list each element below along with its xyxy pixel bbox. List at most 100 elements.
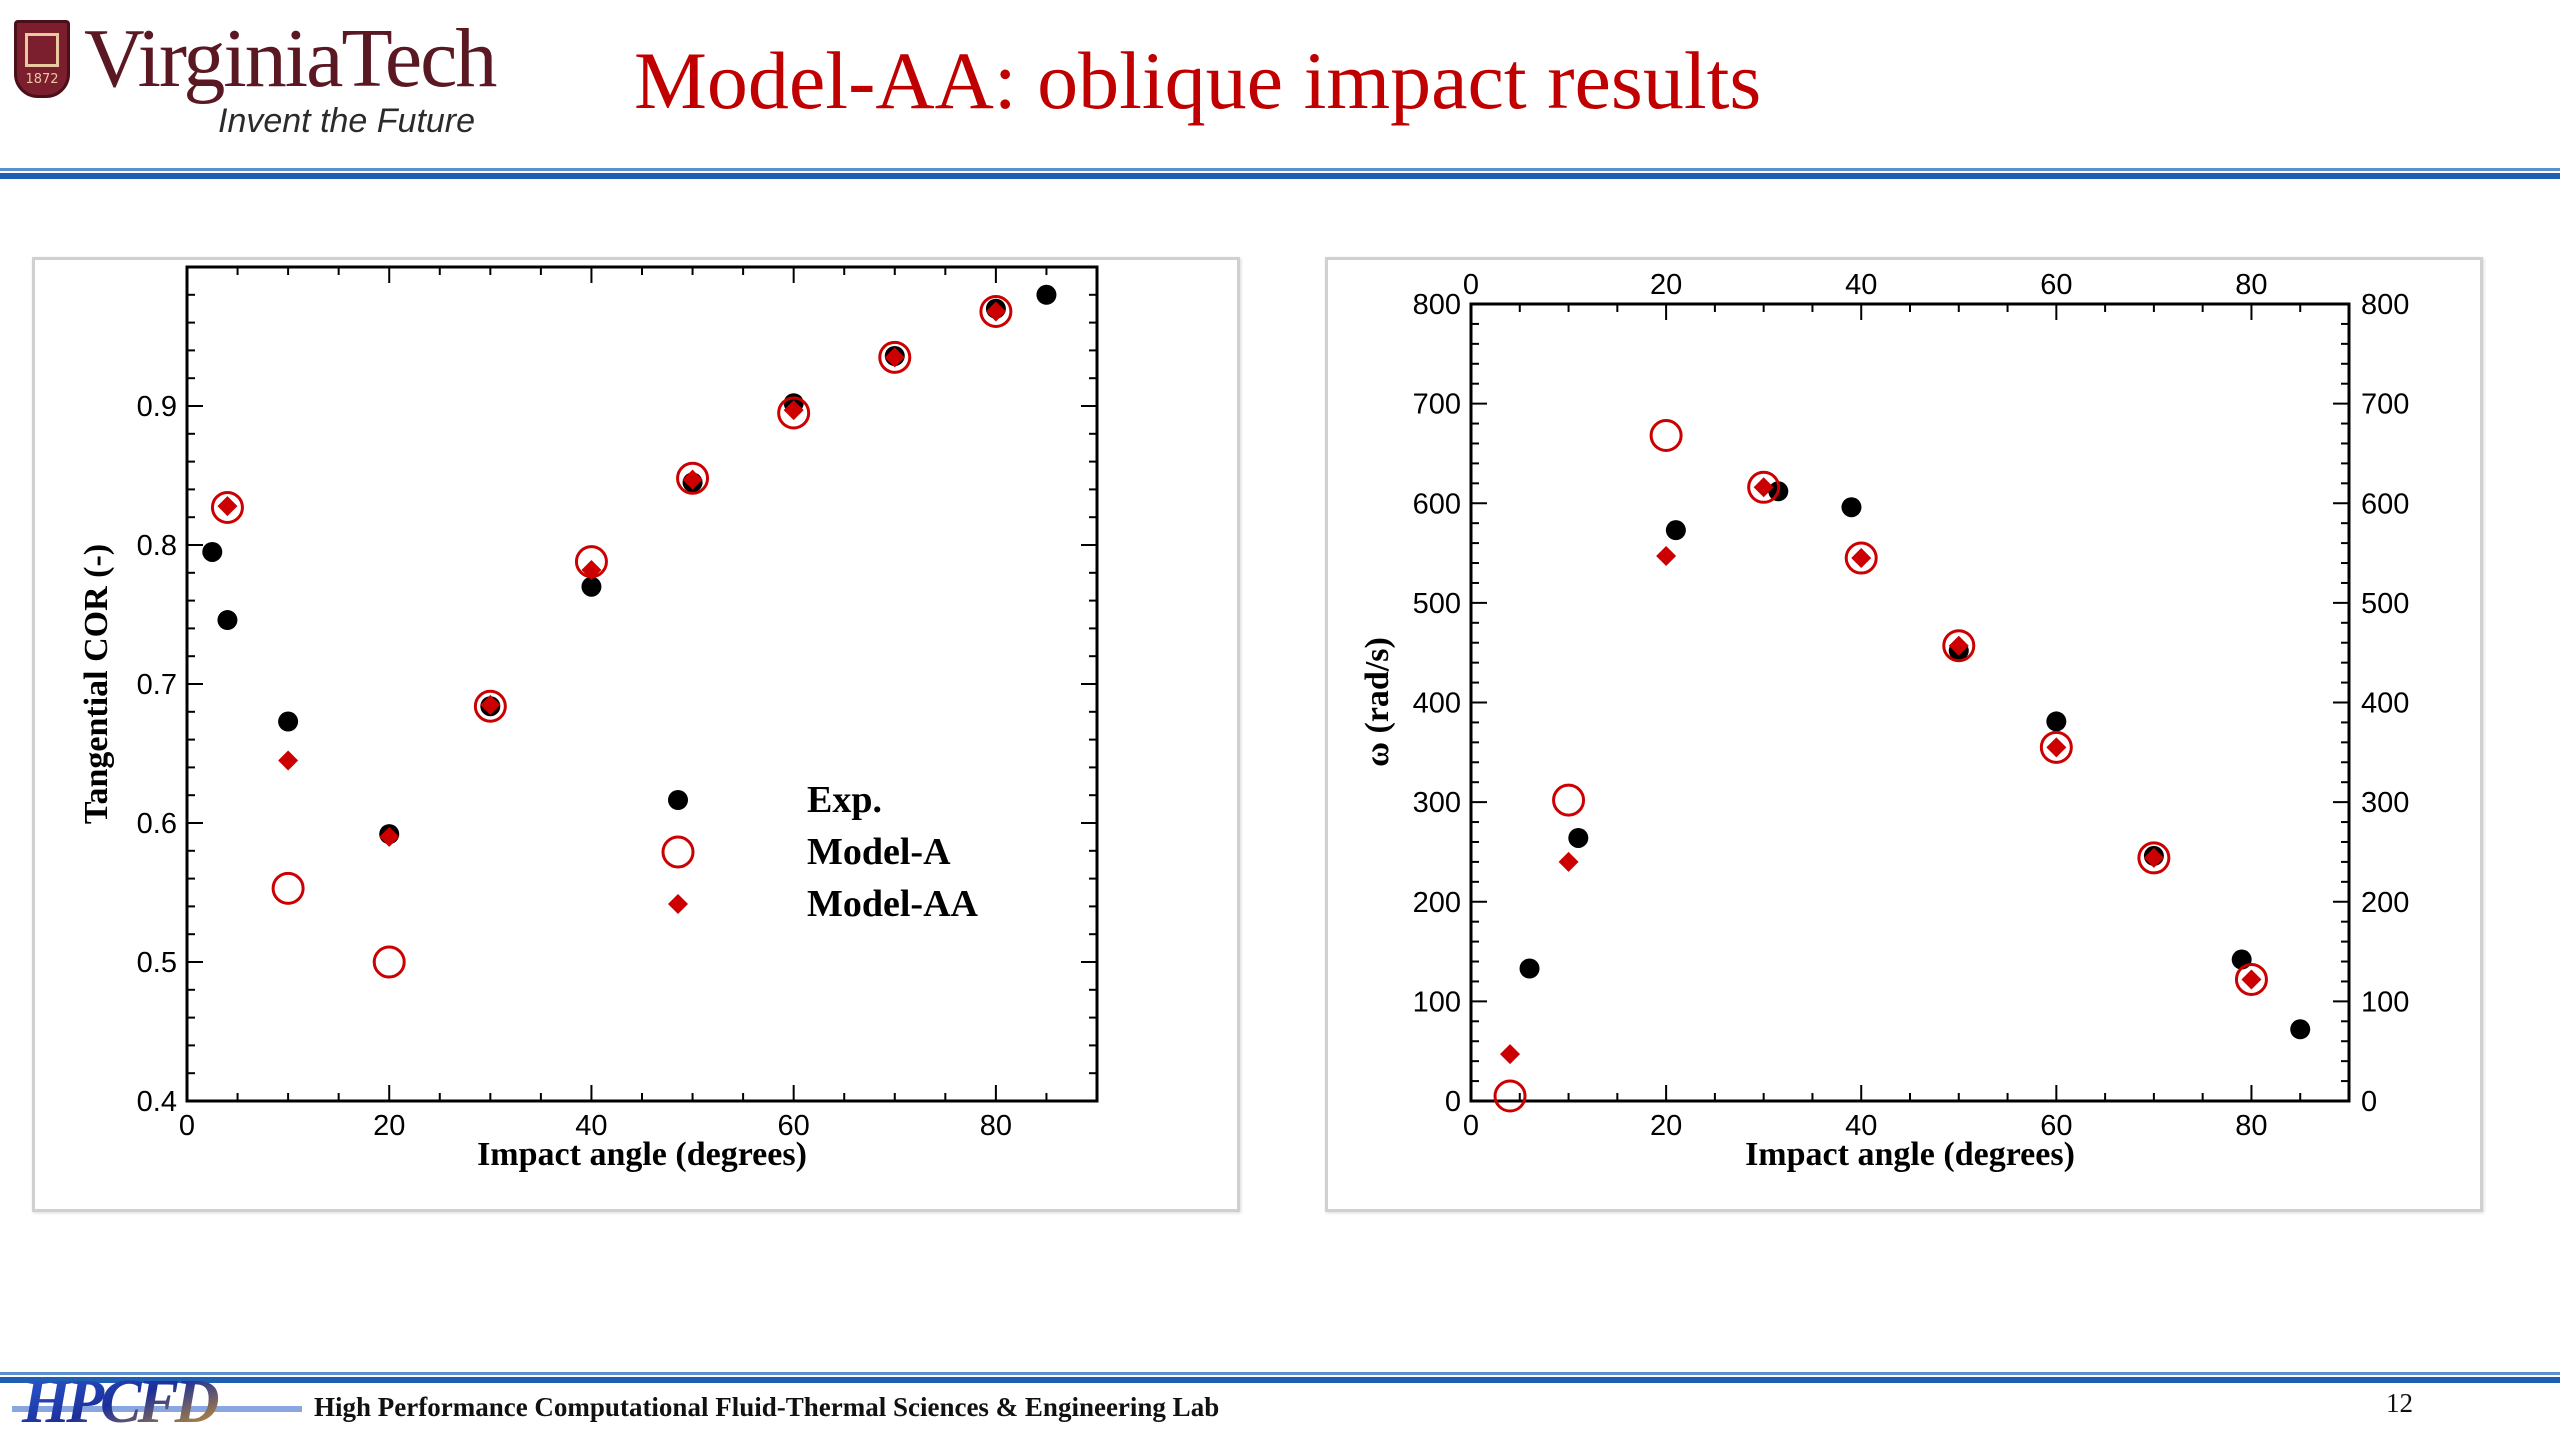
y-tick-label: 0.4 (137, 1086, 177, 1118)
x-tick-label: 40 (1845, 1110, 1877, 1142)
data-point-filled-circle (1519, 958, 1540, 979)
y-tick-label-right: 500 (2361, 588, 2409, 620)
y-tick-label-right: 600 (2361, 488, 2409, 520)
logo-name: VirginiaTech (84, 12, 497, 105)
data-point-filled-diamond (682, 469, 703, 490)
legend-marker-filled-circle (668, 790, 688, 810)
y-tick-label: 600 (1413, 488, 1461, 520)
data-point-open-circle (372, 945, 406, 979)
data-point-filled-diamond (379, 826, 400, 847)
footer-rule-thick (0, 1377, 2560, 1383)
x-tick-label: 80 (980, 1110, 1012, 1142)
data-point-filled-circle (2046, 711, 2067, 732)
x-tick-label-top: 40 (1845, 269, 1877, 301)
y-tick-label-right: 300 (2361, 787, 2409, 819)
x-tick-labels: 0 0 20 20 40 40 60 60 80 80 (1463, 269, 2268, 1142)
y-tick-label-right: 100 (2361, 986, 2409, 1018)
legend-label: Model-A (807, 831, 951, 873)
data-point-open-circle (676, 461, 710, 495)
y-tick-label: 0 (1445, 1086, 1461, 1118)
data-point-filled-diamond (1851, 548, 1872, 569)
data-point-filled-circle (2290, 1019, 2311, 1040)
x-tick-label: 40 (575, 1110, 607, 1142)
x-tick-label: 0 (179, 1110, 195, 1142)
axis-ticks (186, 266, 1098, 1102)
data-point-open-circle (1747, 470, 1781, 504)
legend-label: Exp. (807, 779, 882, 821)
data-point-filled-diamond (1500, 1044, 1521, 1065)
logo-tagline: Invent the Future (218, 102, 476, 140)
data-point-open-circle (1649, 419, 1683, 453)
data-point-filled-circle (581, 576, 602, 597)
y-tick-label-right: 800 (2361, 289, 2409, 321)
data-point-open-circle (1942, 629, 1976, 663)
y-tick-label: 0.8 (137, 530, 177, 562)
y-tick-label-right: 0 (2361, 1086, 2377, 1118)
plot-frame (185, 265, 1099, 1103)
legend: Exp. Model-A Model-AA (661, 779, 979, 925)
legend-marker-open-circle (661, 835, 695, 869)
x-tick-labels: 0 20 40 60 80 (179, 1110, 1012, 1142)
y-tick-label: 500 (1413, 588, 1461, 620)
y-tick-label-right: 200 (2361, 887, 2409, 919)
data-marks (1493, 419, 2311, 1113)
data-point-filled-circle (278, 711, 299, 732)
y-tick-label-right: 700 (2361, 389, 2409, 421)
data-point-filled-diamond (2143, 847, 2164, 868)
y-axis-label: Tangential COR (-) (78, 544, 115, 824)
data-point-filled-circle (1665, 520, 1686, 541)
plot-frame (1469, 302, 2351, 1103)
data-point-open-circle (473, 689, 507, 723)
data-point-filled-circle (202, 541, 223, 562)
x-tick-label-top: 20 (1650, 269, 1682, 301)
y-tick-label: 0.9 (137, 391, 177, 423)
data-point-open-circle (2039, 730, 2073, 764)
data-point-filled-circle (1036, 284, 1057, 305)
data-point-filled-diamond (2046, 737, 2067, 758)
x-tick-label: 20 (373, 1110, 405, 1142)
y-tick-label: 100 (1413, 986, 1461, 1018)
x-tick-label: 60 (778, 1110, 810, 1142)
y-tick-label: 700 (1413, 389, 1461, 421)
x-tick-label: 20 (1650, 1110, 1682, 1142)
chart-panel-omega: 0 0 20 20 40 40 60 60 80 80 0 0 100 100 200 200 300 300 4… (1325, 257, 2483, 1212)
shield-icon: 1872 (14, 20, 70, 98)
data-point-filled-diamond (581, 560, 602, 581)
data-point-filled-diamond (480, 694, 501, 715)
data-point-open-circle (2234, 962, 2268, 996)
x-axis-label: Impact angle (degrees) (1745, 1136, 2075, 1173)
footer-rule-thin (0, 1372, 2560, 1375)
lab-logo-text: HPCFD (21, 1372, 219, 1432)
y-tick-label: 0.7 (137, 669, 177, 701)
legend-marker-filled-diamond (668, 894, 688, 914)
data-point-open-circle (1493, 1079, 1527, 1113)
x-tick-label: 80 (2235, 1110, 2267, 1142)
data-point-open-circle (878, 340, 912, 374)
data-point-filled-diamond (278, 750, 299, 771)
y-tick-label: 800 (1413, 289, 1461, 321)
data-point-filled-diamond (1558, 851, 1579, 872)
y-tick-label: 400 (1413, 688, 1461, 720)
y-tick-labels: 0.4 0.5 0.6 0.7 0.8 0.9 (137, 391, 177, 1118)
data-point-open-circle (1844, 541, 1878, 575)
lab-logo-icon: HPCFD (12, 1372, 302, 1432)
y-tick-label: 200 (1413, 887, 1461, 919)
slide-header: 1872 VirginiaTech Invent the Future Mode… (0, 0, 2560, 180)
y-tick-label: 0.5 (137, 947, 177, 979)
lab-name: High Performance Computational Fluid-The… (314, 1392, 1220, 1422)
cor-chart: 0 20 40 60 80 0.4 0.5 0.6 0.7 0.8 0.9 Exp. Model-A… (78, 265, 1099, 1173)
chart-panel-cor: 0 20 40 60 80 0.4 0.5 0.6 0.7 0.8 0.9 Exp. Model-A… (32, 257, 1240, 1212)
data-point-filled-circle (1568, 827, 1589, 848)
logo-year: 1872 (25, 72, 59, 87)
x-tick-label-top: 80 (2235, 269, 2267, 301)
y-tick-labels: 0 0 100 100 200 200 300 300 400 400 500 500 600 600 70… (1413, 289, 2410, 1118)
data-point-filled-diamond (783, 400, 804, 421)
x-tick-label-top: 0 (1463, 269, 1479, 301)
header-rule-thin (0, 168, 2560, 171)
y-tick-label: 0.6 (137, 808, 177, 840)
x-tick-label-top: 60 (2040, 269, 2072, 301)
data-point-open-circle (271, 871, 305, 905)
data-point-filled-diamond (884, 347, 905, 368)
data-point-filled-circle (1841, 497, 1862, 518)
